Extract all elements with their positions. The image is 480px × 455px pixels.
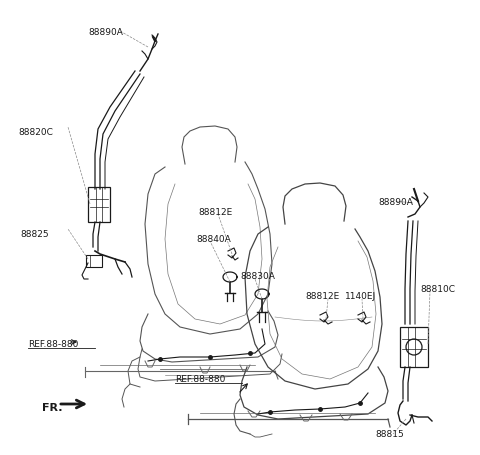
Text: 1140EJ: 1140EJ	[345, 291, 376, 300]
Bar	[86, 255, 102, 268]
Text: 88830A: 88830A	[240, 271, 275, 280]
Bar	[400, 327, 428, 367]
Text: 88812E: 88812E	[198, 207, 232, 217]
Bar	[88, 187, 110, 222]
Text: FR.: FR.	[42, 402, 62, 412]
Text: 88815: 88815	[375, 429, 404, 438]
Text: 88810C: 88810C	[420, 284, 455, 293]
Text: 88825: 88825	[20, 229, 48, 238]
Text: 88890A: 88890A	[88, 28, 123, 37]
Text: 88840A: 88840A	[196, 234, 231, 243]
Text: 88812E: 88812E	[305, 291, 339, 300]
Text: REF.88-880: REF.88-880	[175, 374, 226, 383]
Text: REF.88-880: REF.88-880	[28, 339, 78, 348]
Text: 88820C: 88820C	[18, 128, 53, 136]
Text: 88890A: 88890A	[378, 197, 413, 207]
